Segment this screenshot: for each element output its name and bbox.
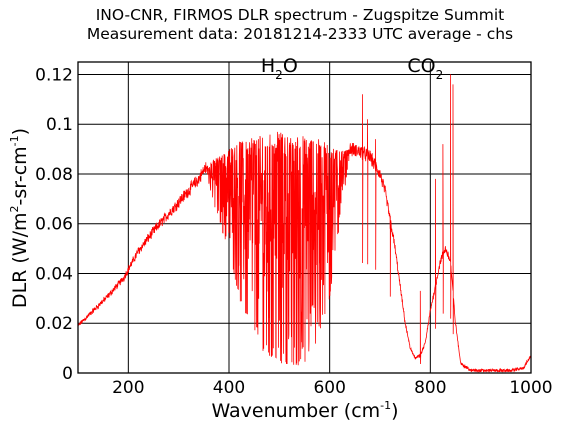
y-tick-label: 0.08 bbox=[35, 165, 73, 185]
y-axis-label: DLR (W/m2-sr-cm-1) bbox=[8, 128, 31, 308]
dlr-series bbox=[77, 74, 532, 374]
x-tick-label: 1000 bbox=[509, 378, 552, 398]
band-annotations: H2O CO2 bbox=[261, 55, 443, 82]
co2-label: CO2 bbox=[407, 55, 443, 82]
plot-frame bbox=[77, 61, 532, 374]
y-tick-label: 0.02 bbox=[35, 314, 73, 334]
y-tick-label: 0.06 bbox=[35, 215, 73, 235]
y-tick-label: 0.1 bbox=[46, 115, 73, 135]
dlr-spectrum-line bbox=[77, 74, 532, 374]
axis-ticks: 200 400 600 800 1000 0 0.02 0.04 0.06 0.08 0.1 0.12 bbox=[35, 65, 552, 398]
x-tick-label: 800 bbox=[414, 378, 446, 398]
x-tick-label: 600 bbox=[313, 378, 345, 398]
x-axis-label: Wavenumber (cm-1) bbox=[211, 399, 398, 422]
y-tick-label: 0.04 bbox=[35, 264, 73, 284]
plot-frame-rect bbox=[77, 61, 532, 374]
chart-subtitle: Measurement data: 20181214-2333 UTC aver… bbox=[87, 25, 513, 43]
y-tick-label: 0.12 bbox=[35, 65, 73, 85]
x-tick-label: 200 bbox=[112, 378, 144, 398]
x-tick-label: 400 bbox=[213, 378, 245, 398]
h2o-label: H2O bbox=[261, 55, 298, 82]
y-tick-label: 0 bbox=[62, 364, 73, 384]
chart-title: INO-CNR, FIRMOS DLR spectrum - Zugspitze… bbox=[96, 6, 505, 24]
